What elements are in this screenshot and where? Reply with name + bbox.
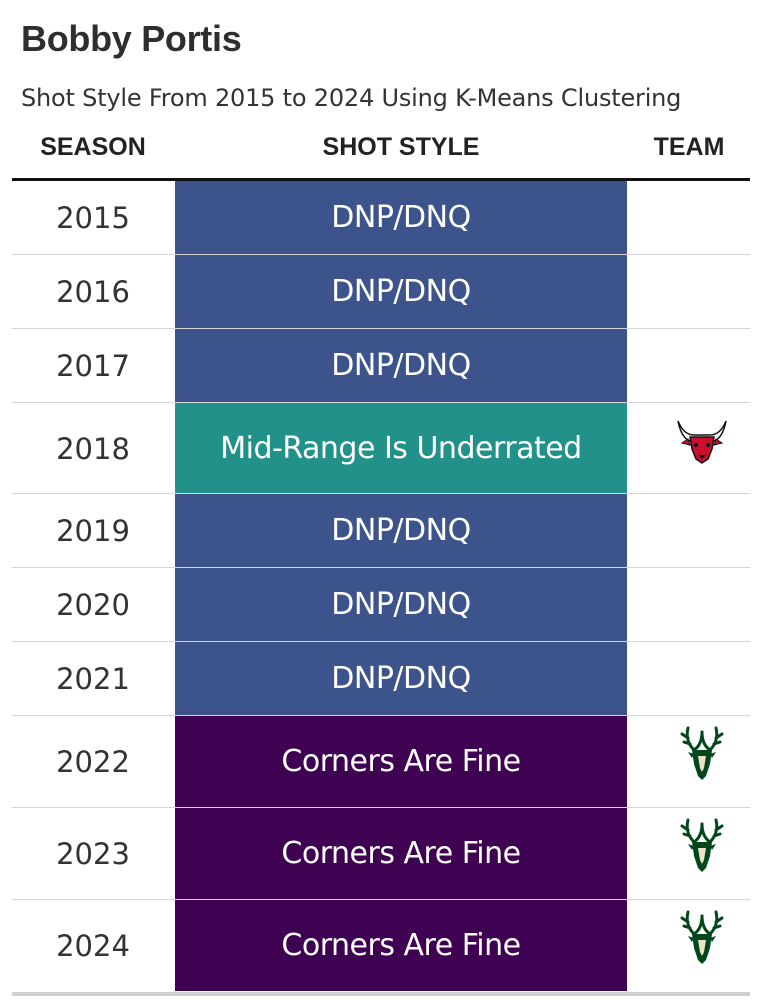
chart-title: Bobby Portis [21,18,242,59]
row-divider [12,641,750,642]
shot-style-cell: Corners Are Fine [175,808,627,899]
chart-subtitle: Shot Style From 2015 to 2024 Using K-Mea… [21,84,682,112]
shot-style-cell: DNP/DNQ [175,329,627,402]
shot-style-cell: Mid-Range Is Underrated [175,403,627,493]
table-row: 2022 Corners Are Fine [12,716,750,808]
season-cell: 2020 [56,588,130,622]
shot-style-cell: Corners Are Fine [175,900,627,991]
table-row: 2015 DNP/DNQ [12,181,750,255]
team-cell [628,494,750,568]
shot-style-cell: DNP/DNQ [175,568,627,641]
season-cell: 2017 [56,349,130,383]
team-cell [628,900,750,992]
team-cell [628,403,750,494]
team-cell [628,808,750,900]
row-divider [12,567,750,568]
team-cell [628,255,750,329]
header-shot-style: SHOT STYLE [322,133,480,161]
team-cell [628,642,750,716]
table-row: 2023 Corners Are Fine [12,808,750,900]
team-cell [628,181,750,255]
row-divider [12,493,750,494]
row-divider [12,254,750,255]
row-divider [12,899,750,900]
shot-style-cell: DNP/DNQ [175,494,627,567]
table-row: 2021 DNP/DNQ [12,642,750,716]
shot-style-cell: DNP/DNQ [175,255,627,328]
header-team: TEAM [653,133,725,161]
table-row: 2019 DNP/DNQ [12,494,750,568]
season-cell: 2016 [56,275,130,309]
shot-style-cell: Corners Are Fine [175,716,627,807]
row-divider [12,715,750,716]
table-row: 2018 Mid-Range Is Underrated [12,403,750,494]
table-row: 2020 DNP/DNQ [12,568,750,642]
shot-style-cell: DNP/DNQ [175,642,627,715]
bucks-logo-icon [680,726,724,780]
bucks-logo-icon [680,910,724,964]
season-cell: 2022 [56,745,130,779]
table-row: 2016 DNP/DNQ [12,255,750,329]
row-divider [12,402,750,403]
header-season: SEASON [40,133,146,161]
bucks-logo-icon [680,818,724,872]
season-cell: 2019 [56,514,130,548]
bulls-logo-icon [677,420,727,464]
season-cell: 2018 [56,431,130,466]
season-cell: 2023 [56,837,130,871]
team-cell [628,568,750,642]
table-bottom-rule [12,992,750,996]
team-cell [628,329,750,403]
team-cell [628,716,750,808]
table-row: 2017 DNP/DNQ [12,329,750,403]
table-row: 2024 Corners Are Fine [12,900,750,992]
season-cell: 2021 [56,662,130,696]
season-cell: 2024 [56,929,130,963]
row-divider [12,807,750,808]
header-rule [12,178,750,181]
shot-style-cell: DNP/DNQ [175,181,627,254]
season-cell: 2015 [56,201,130,235]
row-divider [12,328,750,329]
